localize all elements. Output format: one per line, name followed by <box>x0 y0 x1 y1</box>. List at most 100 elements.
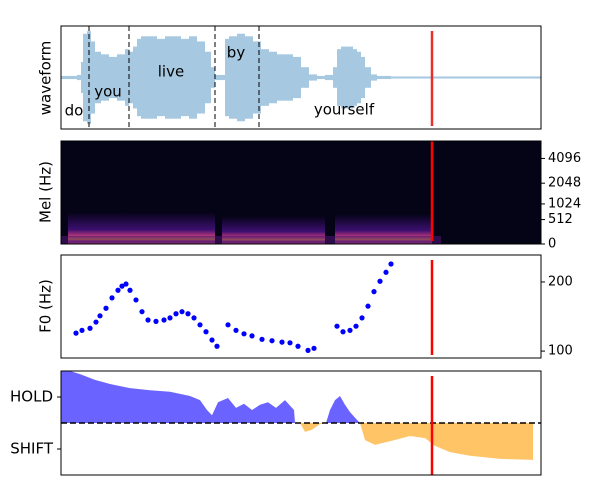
wave-segment <box>225 38 229 117</box>
wave-segment <box>237 33 245 122</box>
f0-point <box>371 289 377 295</box>
y-tick-label: SHIFT <box>10 440 54 458</box>
wave-segment <box>349 46 353 109</box>
f0-point <box>365 303 371 309</box>
f0-point <box>185 311 191 317</box>
wave-segment <box>157 38 165 117</box>
y-axis-label: Mel (Hz) <box>37 161 55 223</box>
f0-point <box>127 287 133 293</box>
wave-segment <box>69 75 77 80</box>
y-axis-label: F0 (Hz) <box>37 279 55 333</box>
f0-point <box>225 322 231 328</box>
y-tick-label: 2048 <box>548 176 581 191</box>
wave-segment <box>95 51 101 104</box>
f0-point <box>203 329 209 335</box>
wave-segment <box>129 51 133 104</box>
wave-segment <box>253 41 261 114</box>
wave-segment <box>141 36 149 119</box>
wave-segment <box>325 74 333 81</box>
f0-point <box>311 345 317 351</box>
f0-point <box>153 318 159 324</box>
wave-segment <box>81 62 83 93</box>
wave-segment <box>109 56 117 99</box>
wave-segment <box>173 36 181 119</box>
wave-segment <box>101 54 109 101</box>
f0-point <box>93 319 99 325</box>
wave-segment <box>125 49 129 106</box>
word-label: by <box>227 44 246 62</box>
f0-point <box>287 340 293 346</box>
word-label: live <box>158 63 184 81</box>
f0-point <box>388 261 394 267</box>
wave-segment <box>361 56 365 99</box>
wave-segment <box>333 67 337 88</box>
f0-point <box>87 325 93 331</box>
wave-segment <box>421 76 461 79</box>
f0-point <box>269 338 275 344</box>
y-tick-label: 512 <box>548 212 573 227</box>
wave-segment <box>293 56 301 99</box>
y-tick-label: 1024 <box>548 196 581 211</box>
wave-segment <box>501 76 540 79</box>
f0-point <box>109 295 115 301</box>
spectrogram <box>61 141 541 244</box>
wave-segment <box>211 67 215 88</box>
f0-point <box>139 309 145 315</box>
y-axis-label: waveform <box>37 41 55 116</box>
f0-point <box>209 337 215 343</box>
f0-point <box>191 315 197 321</box>
panel-frame <box>60 140 542 245</box>
f0-point <box>167 315 173 321</box>
wave-segment <box>133 46 137 109</box>
f0-point <box>249 333 255 339</box>
wave-segment <box>341 46 345 109</box>
wave-segment <box>309 74 317 81</box>
wave-segment <box>269 51 277 104</box>
wave-segment <box>353 49 357 106</box>
f0-point <box>241 331 247 337</box>
y-tick-label: 100 <box>548 344 573 359</box>
panel-frame <box>60 254 542 359</box>
wave-segment <box>117 54 125 101</box>
wave-segment <box>77 74 81 81</box>
wave-segment <box>371 74 377 81</box>
wave-segment <box>317 75 325 80</box>
wave-segment <box>365 67 371 88</box>
y-tick-label: 4096 <box>548 151 581 166</box>
f0-point <box>115 287 121 293</box>
f0-point <box>259 336 265 342</box>
f0-point <box>173 311 179 317</box>
wave-segment <box>337 49 341 106</box>
wave-segment <box>261 49 269 106</box>
wave-segment <box>197 41 205 114</box>
f0-point <box>305 347 311 353</box>
f0-point <box>145 317 151 323</box>
wave-segment <box>137 38 141 117</box>
wave-segment <box>165 36 173 119</box>
wave-segment <box>357 51 361 104</box>
f0-point <box>340 329 346 335</box>
wave-segment <box>277 54 285 101</box>
f0-point <box>161 317 167 323</box>
f0-point <box>133 297 139 303</box>
wave-segment <box>301 67 309 88</box>
f0-point <box>73 330 79 336</box>
wave-segment <box>221 74 225 81</box>
f0-point <box>295 343 301 349</box>
f0-point <box>97 313 103 319</box>
word-label: you <box>94 83 122 101</box>
wave-segment <box>229 36 233 119</box>
f0-point <box>123 281 129 287</box>
wave-segment <box>461 76 501 79</box>
word-label: yourself <box>314 101 375 119</box>
f0-point <box>103 305 109 311</box>
y-tick-label: 0 <box>548 237 556 252</box>
wave-segment <box>285 54 293 101</box>
f0-point <box>334 323 340 329</box>
wave-segment <box>83 33 87 122</box>
wave-segment <box>233 36 237 119</box>
f0-point <box>119 283 125 289</box>
wave-segment <box>181 38 189 117</box>
